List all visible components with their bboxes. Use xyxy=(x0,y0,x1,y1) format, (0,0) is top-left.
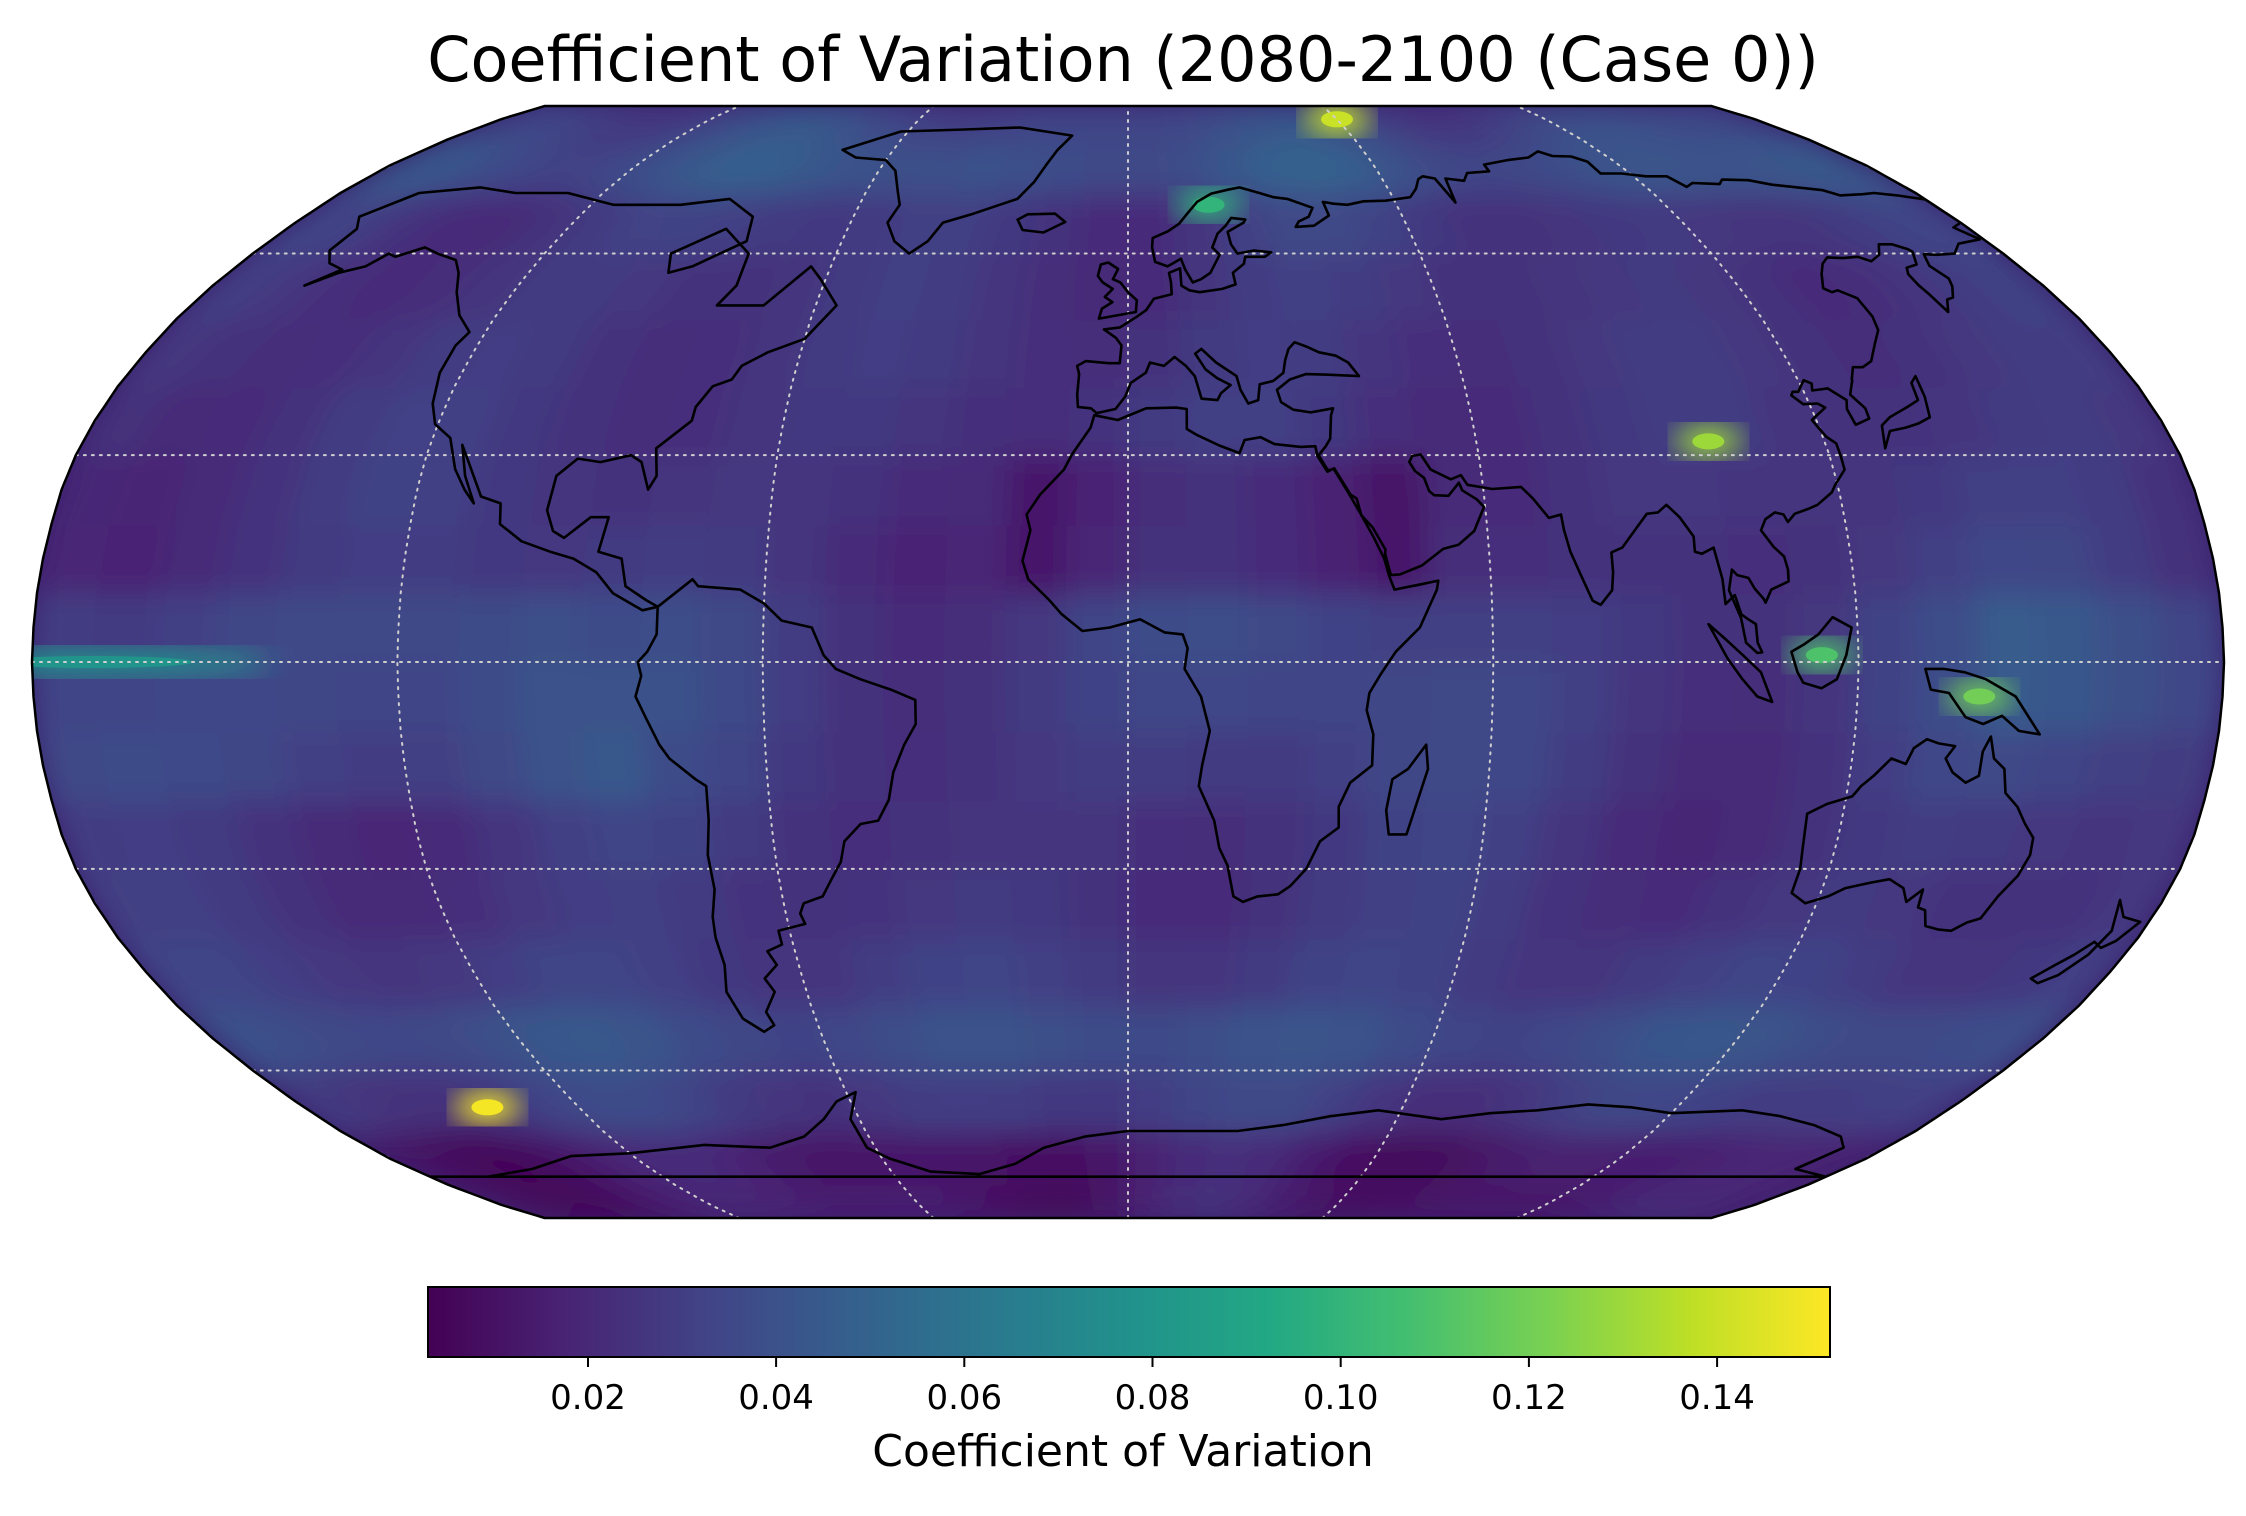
cv-field-layer xyxy=(32,106,2224,1218)
coastline-japan xyxy=(1880,374,1932,450)
map-area xyxy=(30,104,2226,1220)
colorbar-tick-label: 0.06 xyxy=(926,1378,1002,1418)
colorbar-tick-label: 0.02 xyxy=(550,1378,626,1418)
colorbar-tick-label: 0.12 xyxy=(1491,1378,1567,1418)
coastline-south-america xyxy=(634,578,917,1034)
coastline-australia xyxy=(1790,735,2035,933)
coastline-new-zealand xyxy=(2029,898,2142,985)
hotspot-core xyxy=(1192,196,1225,213)
coastline-sumatra xyxy=(1707,622,1774,704)
colorbar-gradient xyxy=(427,1286,1831,1358)
coastline-madagascar xyxy=(1384,743,1430,836)
coastline-africa-eurasia xyxy=(1021,150,1982,904)
hotspot-core xyxy=(1321,111,1353,128)
chart-title: Coefficient of Variation (2080-2100 (Cas… xyxy=(427,23,1819,96)
hotspot-core xyxy=(1692,433,1725,450)
colorbar-label: Coefficient of Variation xyxy=(872,1426,1374,1477)
coastline-borneo xyxy=(1790,615,1853,690)
colorbar-tick-label: 0.08 xyxy=(1115,1378,1191,1418)
hotspot-core xyxy=(1963,688,1996,705)
coastline-new-guinea xyxy=(1924,667,2041,736)
colorbar-tick-label: 0.10 xyxy=(1303,1378,1379,1418)
colorbar: 0.02 0.04 0.06 0.08 0.10 0.12 0.14 xyxy=(427,1286,1831,1418)
meridian-line xyxy=(396,106,741,1218)
coastline-britain xyxy=(1096,261,1139,320)
coastline-greenland xyxy=(841,126,1074,255)
globe-outline xyxy=(30,104,2226,1220)
coastline-north-america xyxy=(303,186,838,612)
colorbar-tick-label: 0.14 xyxy=(1679,1378,1755,1418)
coastline-layer xyxy=(303,126,2142,1178)
hotspot-core xyxy=(1805,647,1838,664)
coastline-antarctica xyxy=(428,1090,1845,1178)
hotspot-core xyxy=(32,656,193,668)
hotspot-core xyxy=(471,1099,504,1116)
colorbar-tick-label: 0.04 xyxy=(738,1378,814,1418)
coastline-iceland xyxy=(1016,212,1067,234)
colorbar-ticks: 0.02 0.04 0.06 0.08 0.10 0.12 0.14 xyxy=(550,1357,1755,1418)
